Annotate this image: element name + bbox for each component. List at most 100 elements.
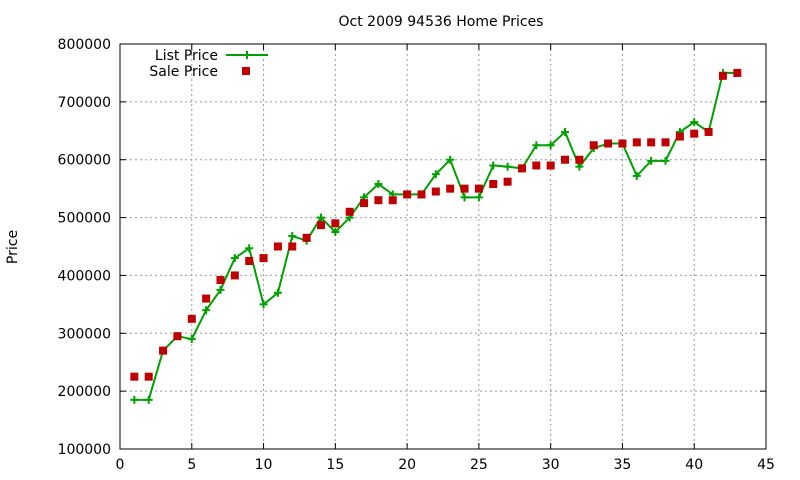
x-tick-label: 0 [116, 457, 125, 473]
x-tick-label: 20 [398, 457, 416, 473]
x-tick-label: 40 [685, 457, 703, 473]
chart-title: Oct 2009 94536 Home Prices [339, 14, 544, 30]
data-point-sale-price [661, 138, 670, 147]
data-point-list-price [446, 155, 455, 164]
series-list-price [130, 68, 742, 404]
grid [120, 44, 766, 449]
data-point-sale-price [302, 233, 311, 242]
y-tick-label: 500000 [58, 211, 111, 227]
data-point-list-price [647, 156, 656, 165]
data-point-sale-price [374, 196, 383, 205]
data-point-list-price [316, 213, 325, 222]
data-point-sale-price [517, 164, 526, 173]
data-point-list-price [230, 254, 239, 263]
legend-marker [243, 51, 251, 59]
data-point-sale-price [618, 139, 627, 148]
x-tick-label: 5 [187, 457, 196, 473]
data-point-sale-price [202, 294, 211, 303]
legend: List Price Sale Price [149, 48, 268, 80]
data-point-list-price [546, 141, 555, 150]
data-point-sale-price [546, 161, 555, 170]
data-point-sale-price [446, 184, 455, 193]
data-point-list-price [374, 180, 383, 189]
series-sale-price [130, 68, 742, 381]
legend-marker [242, 67, 250, 75]
data-point-list-price [561, 127, 570, 136]
data-point-list-price [202, 306, 211, 315]
x-tick-label: 10 [255, 457, 273, 473]
data-point-list-price [288, 232, 297, 241]
plot-border [119, 43, 767, 450]
data-point-sale-price [675, 132, 684, 141]
data-point-sale-price [216, 276, 225, 285]
y-tick-label: 400000 [58, 268, 111, 284]
y-tick-label: 100000 [58, 442, 111, 458]
x-tick-label: 25 [470, 457, 488, 473]
data-point-sale-price [561, 155, 570, 164]
data-point-sale-price [604, 139, 613, 148]
data-point-list-price [632, 171, 641, 180]
data-point-sale-price [288, 242, 297, 251]
x-tick-label: 15 [326, 457, 344, 473]
data-point-sale-price [403, 190, 412, 199]
legend-key-sale-price [242, 67, 250, 75]
legend-label-sale-price: Sale Price [149, 64, 218, 80]
data-point-list-price [431, 170, 440, 179]
data-point-sale-price [589, 141, 598, 150]
data-point-sale-price [704, 127, 713, 136]
data-point-sale-price [230, 271, 239, 280]
data-point-sale-price [159, 346, 168, 355]
series-layer [130, 68, 742, 404]
data-point-list-price [474, 193, 483, 202]
y-tick-label: 300000 [58, 326, 111, 342]
data-point-sale-price [690, 129, 699, 138]
data-point-sale-price [130, 372, 139, 381]
series-line-list-price [134, 71, 738, 401]
data-point-list-price [503, 162, 512, 171]
data-point-list-price [187, 335, 196, 344]
data-point-sale-price [360, 199, 369, 208]
data-point-sale-price [245, 256, 254, 265]
data-point-sale-price [474, 184, 483, 193]
data-point-list-price [661, 156, 670, 165]
data-point-sale-price [388, 196, 397, 205]
data-point-sale-price [187, 314, 196, 323]
legend-key-list-price [226, 51, 268, 59]
data-point-list-price [144, 395, 153, 404]
x-tick-label: 35 [614, 457, 632, 473]
data-point-sale-price [489, 180, 498, 189]
data-point-list-price [575, 162, 584, 171]
y-tick-label: 800000 [58, 37, 111, 53]
x-tick-label: 30 [542, 457, 560, 473]
data-point-list-price [245, 244, 254, 253]
data-point-sale-price [503, 177, 512, 186]
data-point-sale-price [316, 221, 325, 230]
data-point-sale-price [331, 219, 340, 228]
y-axis-label: Price [5, 230, 21, 264]
y-tick-label: 200000 [58, 384, 111, 400]
data-point-sale-price [632, 138, 641, 147]
data-point-list-price [331, 228, 340, 237]
data-point-sale-price [532, 161, 541, 170]
data-point-sale-price [460, 184, 469, 193]
y-tick-label: 700000 [58, 95, 111, 111]
data-point-list-price [460, 193, 469, 202]
y-tick-labels: 100000 200000 300000 400000 500000 600000 7000… [58, 37, 111, 458]
data-point-list-price [216, 285, 225, 294]
data-point-sale-price [733, 68, 742, 77]
axis-ticks [119, 43, 767, 450]
data-point-sale-price [647, 138, 656, 147]
data-point-list-price [259, 300, 268, 309]
legend-label-list-price: List Price [155, 48, 218, 64]
data-point-sale-price [431, 187, 440, 196]
data-point-sale-price [718, 71, 727, 80]
data-point-list-price [130, 395, 139, 404]
data-point-sale-price [345, 207, 354, 216]
data-point-list-price [532, 141, 541, 150]
data-point-list-price [273, 288, 282, 297]
data-point-sale-price [273, 242, 282, 251]
data-point-sale-price [144, 372, 153, 381]
data-point-sale-price [417, 190, 426, 199]
y-tick-label: 600000 [58, 153, 111, 169]
